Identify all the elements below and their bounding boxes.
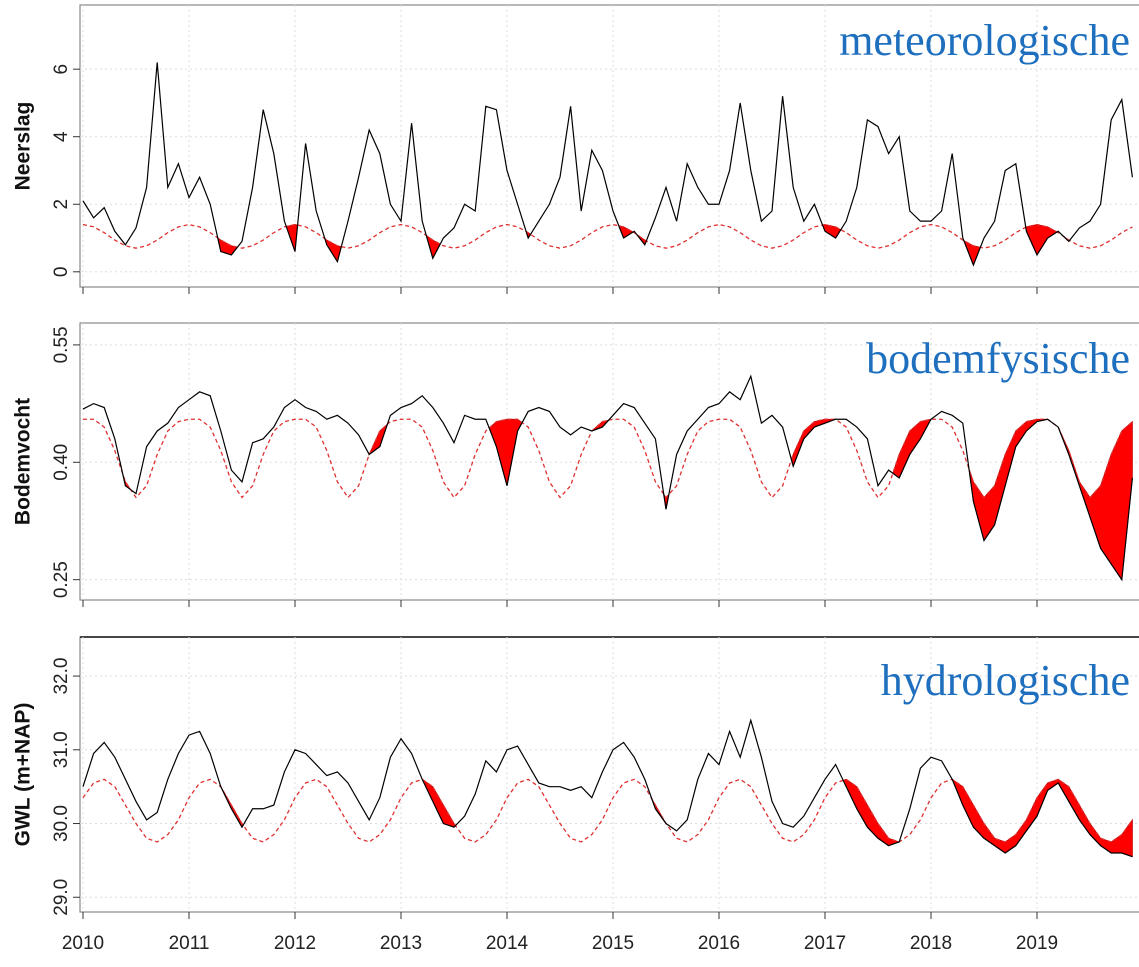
- annotation: hydrologische: [881, 656, 1130, 705]
- x-tick-label: 2015: [592, 933, 634, 954]
- series-line: [82, 778, 1133, 843]
- x-tick-label: 2014: [486, 933, 529, 954]
- series-line: [82, 718, 1133, 858]
- plot-frame: [79, 4, 1139, 288]
- x-tick-label: 2016: [698, 933, 740, 954]
- y-axis-label: Bodemvocht: [12, 398, 35, 525]
- x-tick-label: 2013: [380, 933, 422, 954]
- series-line: [82, 223, 1133, 249]
- y-tick-label: 6: [51, 64, 72, 75]
- deficit-area: [1057, 420, 1133, 581]
- y-tick-label: 0.25: [51, 561, 72, 598]
- y-tick-label: 0.40: [51, 444, 72, 481]
- y-axis-label: Neerslag: [12, 102, 35, 191]
- plot-frame: [79, 322, 1139, 601]
- y-tick-label: 0: [51, 267, 72, 278]
- x-tick-label: 2010: [62, 933, 104, 954]
- y-tick-label: 4: [51, 131, 72, 142]
- annotation: meteorologische: [839, 16, 1130, 65]
- series-line: [82, 62, 1133, 267]
- y-tick-label: 2: [51, 199, 72, 210]
- y-tick-label: 0.55: [51, 326, 72, 363]
- y-tick-label: 32.0: [51, 658, 72, 695]
- x-tick-label: 2019: [1016, 933, 1058, 954]
- series-line: [82, 374, 1133, 582]
- deficit-area: [968, 418, 1048, 542]
- y-tick-label: 30.0: [51, 805, 72, 842]
- x-tick-label: 2011: [169, 933, 210, 954]
- y-axis-label: GWL (m+NAP): [12, 703, 35, 847]
- annotation: bodemfysische: [866, 334, 1130, 383]
- deficit-area: [488, 418, 523, 486]
- x-tick-label: 2017: [804, 933, 846, 954]
- x-tick-label: 2012: [274, 933, 316, 954]
- y-tick-label: 29.0: [51, 879, 72, 916]
- deficit-area: [892, 418, 932, 479]
- deficit-area: [791, 418, 836, 468]
- x-tick-label: 2018: [910, 933, 952, 954]
- y-tick-label: 31.0: [51, 731, 72, 768]
- deficit-area: [421, 778, 457, 828]
- series-line: [83, 418, 1133, 499]
- deficit-area: [368, 422, 389, 456]
